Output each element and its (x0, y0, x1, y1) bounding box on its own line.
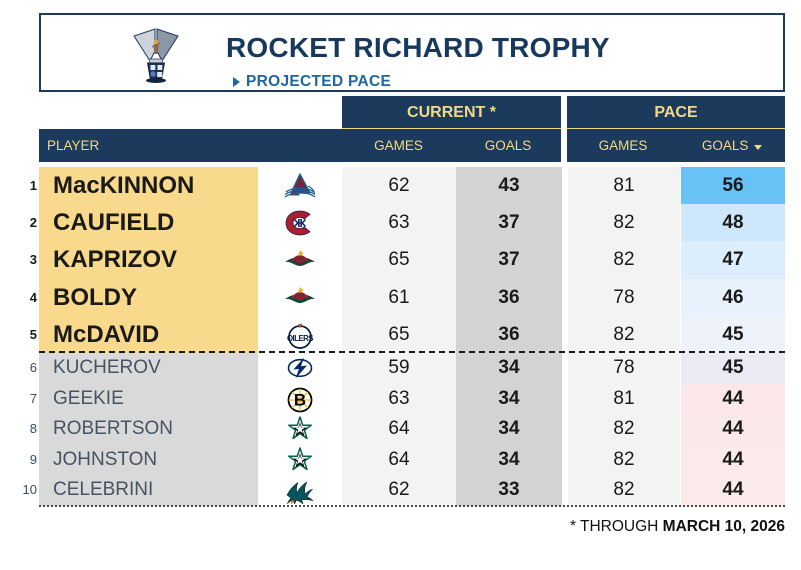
svg-text:OILERS: OILERS (287, 334, 313, 343)
svg-text:B: B (294, 390, 306, 409)
